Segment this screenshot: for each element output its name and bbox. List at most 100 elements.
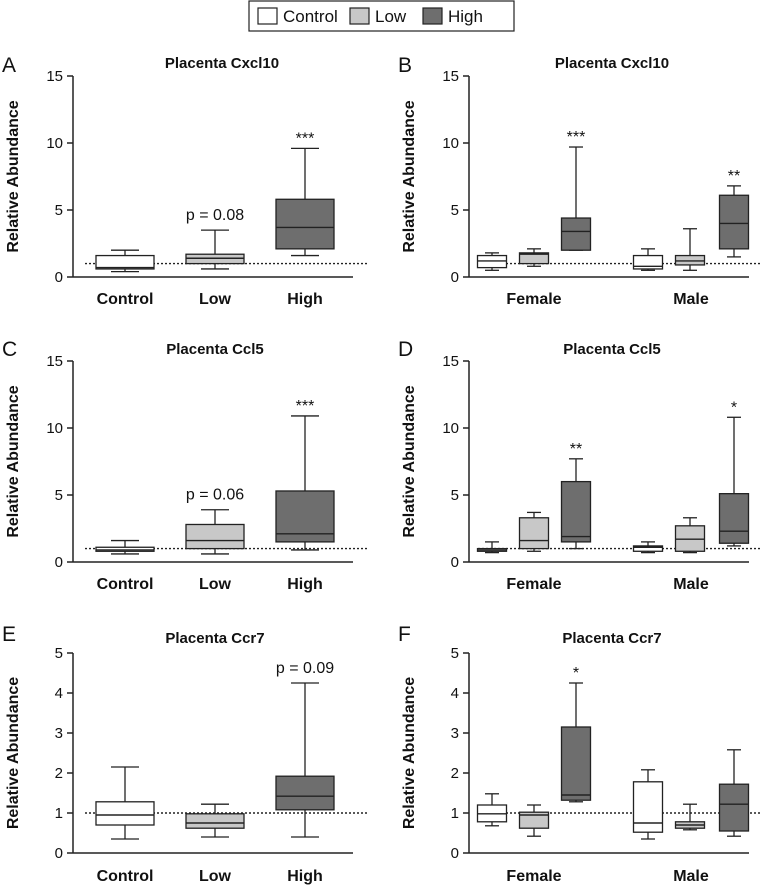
box-male-low xyxy=(674,228,706,271)
box-male-control xyxy=(632,248,664,271)
x-category-label: Male xyxy=(673,291,709,308)
y-tick-label: 0 xyxy=(451,554,459,571)
iqr-box xyxy=(718,493,750,544)
box-control-control xyxy=(95,539,155,555)
legend-label-low: Low xyxy=(375,7,407,26)
y-tick-label: 1 xyxy=(451,805,459,822)
panel-letter: B xyxy=(398,54,412,77)
significance-annotation: *** xyxy=(296,130,315,147)
panel-title: Placenta Ccr7 xyxy=(165,630,264,647)
y-axis-label: Relative Abundance xyxy=(5,385,22,537)
box-high-high: p = 0.09 xyxy=(275,660,335,838)
box-female-low xyxy=(518,511,550,552)
box-female-control xyxy=(476,252,508,271)
panel-letter: D xyxy=(398,338,413,361)
iqr-box xyxy=(95,801,155,826)
box-female-high: * xyxy=(560,665,592,803)
panel-title: Placenta Cxcl10 xyxy=(555,55,669,72)
box-low-low: p = 0.08 xyxy=(185,207,245,270)
iqr-box xyxy=(560,726,592,801)
y-axis-label: Relative Abundance xyxy=(5,100,22,252)
y-tick-label: 10 xyxy=(442,420,459,437)
box-male-high xyxy=(718,749,750,837)
x-category-label: Control xyxy=(97,868,154,885)
legend-swatch-high xyxy=(422,7,443,25)
panel-letter: F xyxy=(398,623,411,646)
iqr-box xyxy=(718,194,750,250)
x-category-label: High xyxy=(287,868,323,885)
box-female-high: *** xyxy=(560,129,592,251)
y-tick-label: 2 xyxy=(55,765,63,782)
box-female-low xyxy=(518,804,550,837)
legend-frame xyxy=(248,0,515,32)
iqr-box xyxy=(518,252,550,265)
p-value-annotation: p = 0.06 xyxy=(186,487,244,504)
iqr-box xyxy=(185,523,245,550)
box-control-control xyxy=(95,249,155,273)
y-tick-label: 1 xyxy=(55,805,63,822)
box-female-low xyxy=(518,248,550,267)
y-tick-label: 0 xyxy=(55,845,63,862)
iqr-box xyxy=(518,517,550,550)
box-control-control xyxy=(95,766,155,840)
y-tick-label: 5 xyxy=(55,487,63,504)
iqr-box xyxy=(185,813,245,829)
x-category-label: Female xyxy=(506,576,561,593)
box-female-control xyxy=(476,541,508,554)
significance-annotation: * xyxy=(573,665,579,682)
panel-letter: C xyxy=(2,338,17,361)
iqr-box xyxy=(518,811,550,829)
legend-label-control: Control xyxy=(283,7,338,26)
box-male-control xyxy=(632,769,664,840)
panel-f: F Placenta Ccr7 Relative Abundance 0 1 2 3 4 5 Fe… xyxy=(398,623,762,885)
y-tick-label: 5 xyxy=(451,202,459,219)
panel-d: D Placenta Ccl5 Relative Abundance 0 5 10 15 Fe… xyxy=(398,338,762,593)
x-category-label: Female xyxy=(506,868,561,885)
box-high-high: *** xyxy=(275,398,335,551)
y-tick-label: 15 xyxy=(46,68,63,85)
iqr-box xyxy=(275,198,335,250)
box-male-high: * xyxy=(718,399,750,547)
box-male-control xyxy=(632,541,664,554)
iqr-box xyxy=(560,217,592,251)
y-tick-label: 0 xyxy=(451,845,459,862)
panel-title: Placenta Ccl5 xyxy=(166,341,264,358)
x-category-label: High xyxy=(287,291,323,308)
panel-title: Placenta Ccr7 xyxy=(562,630,661,647)
legend-label-high: High xyxy=(448,7,483,26)
legend-swatch-control xyxy=(257,7,278,25)
y-tick-label: 4 xyxy=(451,685,459,702)
box-male-high: ** xyxy=(718,168,750,258)
box-male-low xyxy=(674,517,706,554)
x-category-label: Low xyxy=(199,576,232,593)
box-female-control xyxy=(476,793,508,827)
y-axis-label: Relative Abundance xyxy=(5,677,22,829)
legend: Control Low High xyxy=(248,0,515,32)
panel-letter: E xyxy=(2,623,16,646)
box-low-low: p = 0.06 xyxy=(185,487,245,555)
significance-annotation: * xyxy=(731,399,737,416)
y-tick-label: 15 xyxy=(442,68,459,85)
y-tick-label: 3 xyxy=(55,725,63,742)
y-tick-label: 0 xyxy=(55,554,63,571)
panel-letter: A xyxy=(2,54,16,77)
x-category-label: Control xyxy=(97,291,154,308)
box-low-low xyxy=(185,803,245,838)
iqr-box xyxy=(632,545,664,552)
panel-a: A Placenta Cxcl10 Relative Abundance 0 5 10 15… xyxy=(2,54,367,308)
significance-annotation: *** xyxy=(567,129,586,146)
y-axis-label: Relative Abundance xyxy=(401,385,418,537)
y-tick-label: 5 xyxy=(55,202,63,219)
y-tick-label: 10 xyxy=(46,420,63,437)
p-value-annotation: p = 0.09 xyxy=(276,660,334,677)
x-category-label: Female xyxy=(506,291,561,308)
box-high-high: *** xyxy=(275,130,335,257)
iqr-box xyxy=(95,254,155,270)
x-category-label: Male xyxy=(673,868,709,885)
x-category-label: Low xyxy=(199,291,232,308)
significance-annotation: ** xyxy=(570,441,582,458)
significance-annotation: ** xyxy=(728,168,740,185)
y-tick-label: 4 xyxy=(55,685,63,702)
significance-annotation: *** xyxy=(296,398,315,415)
